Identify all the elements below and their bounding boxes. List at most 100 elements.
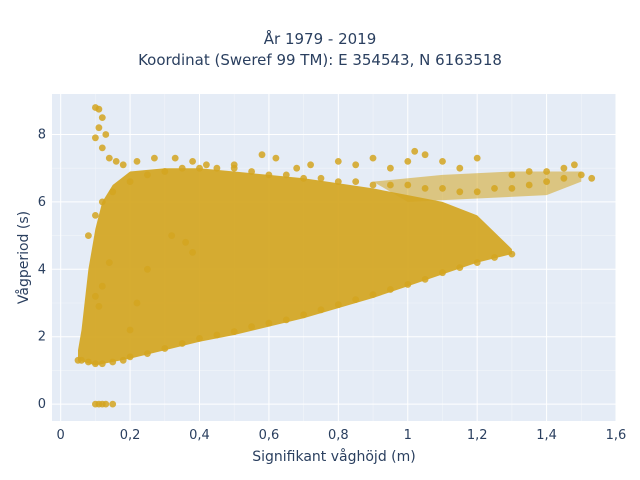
x-tick-label: 1 <box>404 428 412 443</box>
data-point <box>133 299 141 307</box>
data-point <box>282 316 290 324</box>
data-point <box>213 331 221 339</box>
sparse-tail-region <box>373 171 582 202</box>
data-point <box>404 158 412 165</box>
data-point <box>421 276 429 283</box>
data-point <box>102 131 110 138</box>
x-tick-label: 0,6 <box>259 428 280 443</box>
data-point <box>282 171 290 179</box>
data-point <box>230 161 238 169</box>
data-point <box>126 178 134 186</box>
x-tick-label: 1,4 <box>536 428 557 443</box>
data-point <box>543 178 550 186</box>
data-point <box>577 171 585 179</box>
data-point <box>189 249 197 256</box>
data-point <box>508 185 516 192</box>
y-tick-label: 8 <box>38 127 46 142</box>
data-point <box>387 164 394 172</box>
data-point <box>85 358 92 366</box>
chart-title: År 1979 - 2019 <box>263 30 377 48</box>
data-points <box>74 104 596 408</box>
data-point <box>411 147 419 155</box>
dense-region <box>78 168 512 366</box>
data-point <box>95 303 103 310</box>
data-point <box>265 171 273 179</box>
data-point <box>456 164 464 172</box>
data-point <box>334 158 342 165</box>
chart-subtitle: Koordinat (Sweref 99 TM): E 354543, N 61… <box>138 51 502 69</box>
data-point <box>196 335 203 342</box>
data-point <box>98 400 106 408</box>
data-point <box>571 161 578 169</box>
y-axis-ticks: 0 2 4 6 8 <box>38 127 46 412</box>
data-point <box>119 161 127 169</box>
data-point <box>258 151 266 159</box>
data-point <box>439 269 446 277</box>
data-point <box>189 158 197 165</box>
data-point <box>560 164 568 172</box>
data-point <box>151 154 158 162</box>
data-point <box>543 168 550 175</box>
data-point <box>560 174 568 182</box>
data-point <box>182 238 190 246</box>
data-point <box>92 134 99 142</box>
data-point <box>161 345 169 352</box>
data-point <box>248 168 256 175</box>
data-point <box>369 154 377 162</box>
data-point <box>213 164 221 172</box>
data-point <box>178 164 186 172</box>
data-point <box>203 161 210 169</box>
data-point <box>439 185 446 192</box>
data-point <box>78 356 85 364</box>
x-axis-label: Signifikant våghöjd (m) <box>252 448 415 465</box>
x-tick-label: 1,6 <box>606 428 627 443</box>
data-point <box>92 360 99 368</box>
data-point <box>421 151 429 159</box>
data-point <box>352 296 360 303</box>
data-point <box>387 286 394 293</box>
data-point <box>265 319 273 327</box>
data-point <box>387 181 394 189</box>
data-point <box>144 171 151 179</box>
data-point <box>98 144 106 152</box>
data-point <box>98 198 106 206</box>
data-point <box>109 400 117 408</box>
data-point <box>307 161 314 169</box>
data-point <box>588 174 596 182</box>
data-point <box>439 158 446 165</box>
x-axis-ticks: 0 0,2 0,4 0,6 0,8 1 1,2 1,4 1,6 <box>57 428 627 443</box>
data-point <box>126 353 134 361</box>
data-point <box>404 281 412 288</box>
y-tick-label: 2 <box>38 330 46 345</box>
data-point <box>317 306 325 314</box>
data-point <box>171 154 179 162</box>
data-point <box>272 154 280 162</box>
data-point <box>508 171 516 179</box>
data-point <box>144 350 151 357</box>
data-point <box>352 178 360 186</box>
data-point <box>92 292 99 300</box>
data-point <box>491 254 498 261</box>
data-point <box>109 188 117 196</box>
data-point <box>95 105 103 113</box>
data-point <box>92 212 99 219</box>
x-tick-label: 0 <box>57 428 65 443</box>
data-point <box>196 164 203 172</box>
data-point <box>525 181 533 189</box>
data-point <box>161 168 169 175</box>
data-point <box>352 161 360 169</box>
data-point <box>369 181 377 189</box>
data-point <box>334 301 342 309</box>
data-point <box>95 124 103 132</box>
data-point <box>421 185 429 192</box>
data-point <box>300 311 307 319</box>
data-point <box>473 154 481 162</box>
data-point <box>508 250 516 258</box>
data-point <box>109 358 117 366</box>
data-point <box>525 168 533 175</box>
data-point <box>456 188 464 196</box>
data-point <box>112 158 120 165</box>
x-tick-label: 0,4 <box>189 428 210 443</box>
data-point <box>119 356 127 364</box>
point-cloud <box>78 168 582 366</box>
